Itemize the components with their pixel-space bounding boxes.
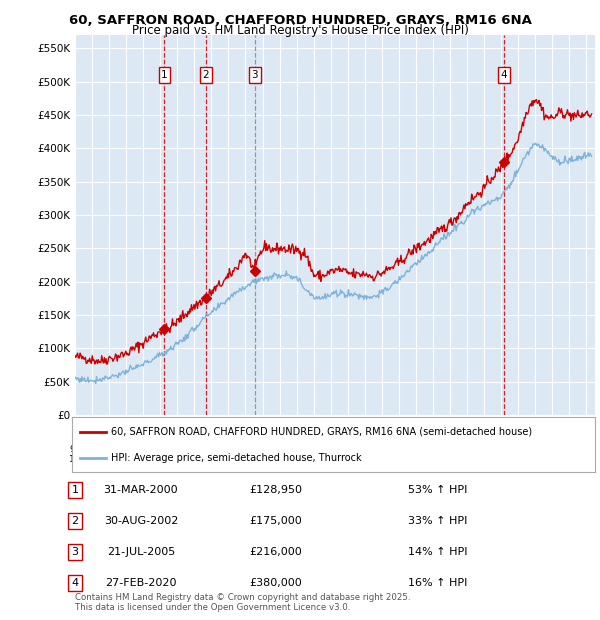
Text: 1: 1 <box>71 485 79 495</box>
Text: 60, SAFFRON ROAD, CHAFFORD HUNDRED, GRAYS, RM16 6NA (semi-detached house): 60, SAFFRON ROAD, CHAFFORD HUNDRED, GRAY… <box>111 427 532 437</box>
Text: 3: 3 <box>71 547 79 557</box>
Text: 13
20: 13 20 <box>376 445 388 464</box>
Text: 14
20: 14 20 <box>393 445 404 464</box>
Text: 4: 4 <box>71 578 79 588</box>
Text: Contains HM Land Registry data © Crown copyright and database right 2025.
This d: Contains HM Land Registry data © Crown c… <box>75 593 410 612</box>
Text: 3: 3 <box>251 70 258 80</box>
Text: 20
20: 20 20 <box>496 445 507 464</box>
Text: 12
20: 12 20 <box>359 445 371 464</box>
Text: 60, SAFFRON ROAD, CHAFFORD HUNDRED, GRAYS, RM16 6NA: 60, SAFFRON ROAD, CHAFFORD HUNDRED, GRAY… <box>68 14 532 27</box>
Text: 16
20: 16 20 <box>427 445 439 464</box>
Text: 33% ↑ HPI: 33% ↑ HPI <box>408 516 467 526</box>
Text: 09
20: 09 20 <box>308 445 319 464</box>
Text: 01
20: 01 20 <box>172 445 183 464</box>
Text: 4: 4 <box>501 70 508 80</box>
Text: 04
20: 04 20 <box>223 445 234 464</box>
Text: 99
19: 99 19 <box>137 445 149 464</box>
Text: £216,000: £216,000 <box>250 547 302 557</box>
Text: 06
20: 06 20 <box>257 445 268 464</box>
Text: 2: 2 <box>202 70 209 80</box>
Text: £175,000: £175,000 <box>250 516 302 526</box>
Text: 16% ↑ HPI: 16% ↑ HPI <box>408 578 467 588</box>
Text: 24
20: 24 20 <box>564 445 575 464</box>
Text: £380,000: £380,000 <box>250 578 302 588</box>
Text: 17
20: 17 20 <box>445 445 456 464</box>
Text: 31-MAR-2000: 31-MAR-2000 <box>104 485 178 495</box>
Text: 19
20: 19 20 <box>478 445 490 464</box>
Text: 95
19: 95 19 <box>69 445 81 464</box>
Text: £128,950: £128,950 <box>250 485 302 495</box>
Text: 10
20: 10 20 <box>325 445 337 464</box>
Text: 07
20: 07 20 <box>274 445 286 464</box>
Text: 21-JUL-2005: 21-JUL-2005 <box>107 547 175 557</box>
Text: 14% ↑ HPI: 14% ↑ HPI <box>408 547 467 557</box>
Text: 00
20: 00 20 <box>154 445 166 464</box>
Text: 27-FEB-2020: 27-FEB-2020 <box>105 578 177 588</box>
Text: 03
20: 03 20 <box>206 445 217 464</box>
Text: Price paid vs. HM Land Registry's House Price Index (HPI): Price paid vs. HM Land Registry's House … <box>131 24 469 37</box>
Text: 18
20: 18 20 <box>461 445 473 464</box>
Text: 97
19: 97 19 <box>103 445 115 464</box>
Text: 98
19: 98 19 <box>121 445 132 464</box>
Text: 05
20: 05 20 <box>240 445 251 464</box>
Text: 22
20: 22 20 <box>530 445 541 464</box>
Text: 96
19: 96 19 <box>86 445 98 464</box>
Text: 2: 2 <box>71 516 79 526</box>
Text: 23
20: 23 20 <box>547 445 558 464</box>
Text: 08
20: 08 20 <box>291 445 302 464</box>
Text: 1: 1 <box>161 70 168 80</box>
Text: HPI: Average price, semi-detached house, Thurrock: HPI: Average price, semi-detached house,… <box>111 453 362 463</box>
Text: 25
20: 25 20 <box>581 445 592 464</box>
Text: 21
20: 21 20 <box>512 445 524 464</box>
Text: 30-AUG-2002: 30-AUG-2002 <box>104 516 178 526</box>
Text: 53% ↑ HPI: 53% ↑ HPI <box>408 485 467 495</box>
Text: 02
20: 02 20 <box>188 445 200 464</box>
Text: 11
20: 11 20 <box>342 445 353 464</box>
Text: 15
20: 15 20 <box>410 445 422 464</box>
